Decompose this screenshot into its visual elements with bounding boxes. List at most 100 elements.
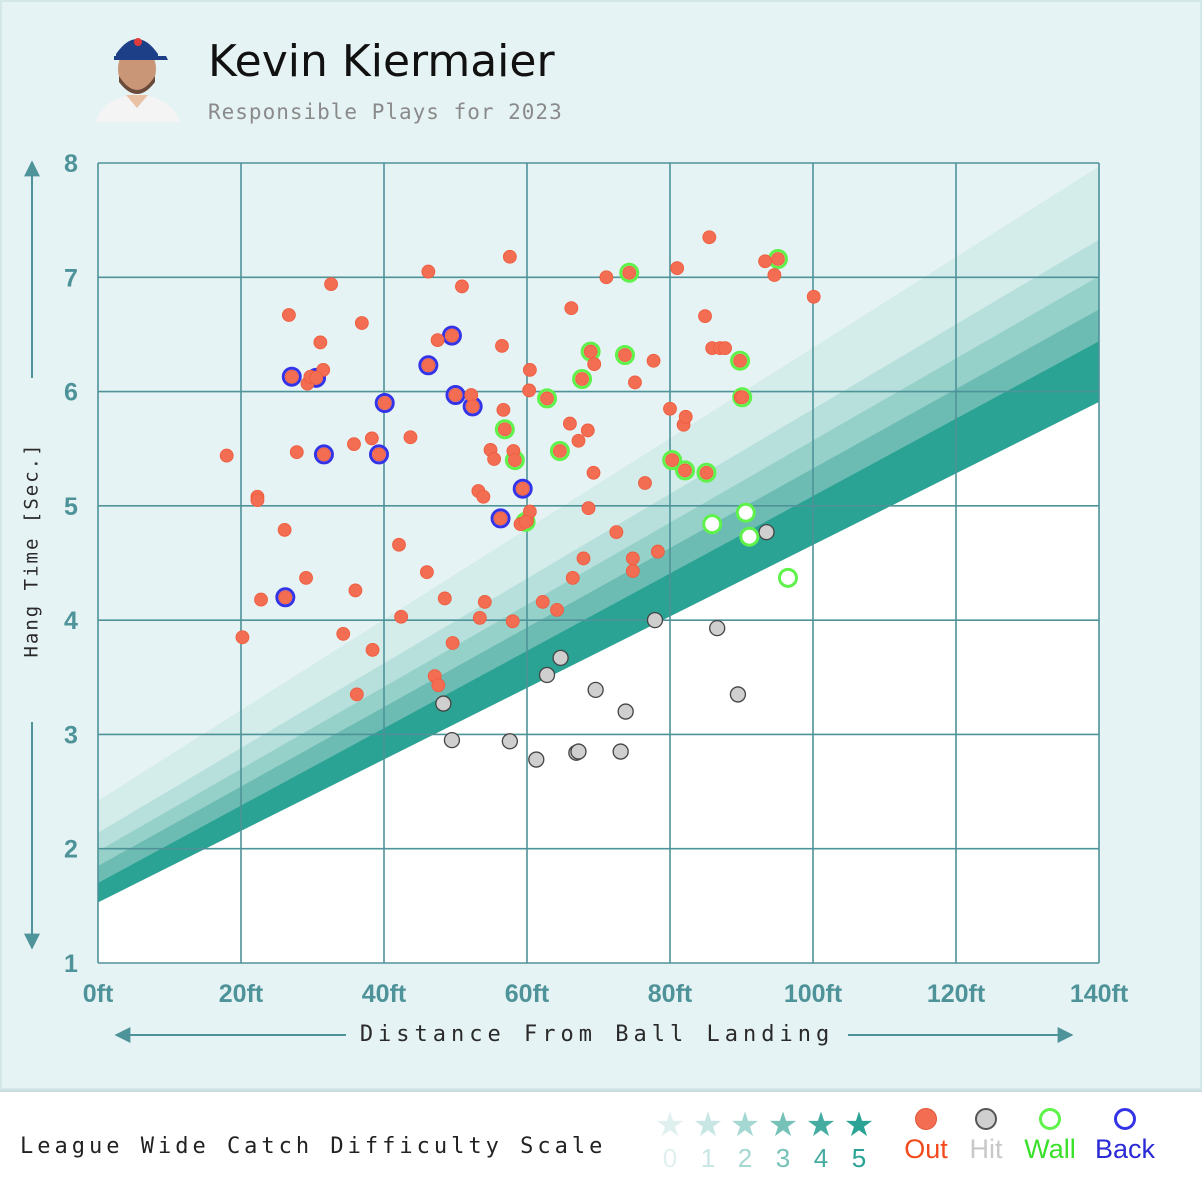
- wall-ring: [739, 526, 760, 547]
- out-point: [767, 268, 782, 282]
- out-point: [505, 614, 520, 629]
- out-point: [430, 333, 445, 348]
- legend-label-hit: Hit: [969, 1134, 1003, 1164]
- out-point: [552, 444, 567, 458]
- out-point: [733, 353, 747, 368]
- out-point: [445, 328, 459, 343]
- difficulty-band-3: [98, 309, 1099, 883]
- out-point: [663, 401, 677, 416]
- out-point: [564, 301, 579, 316]
- out-point: [699, 465, 714, 480]
- scale-item-1: ★ 1: [690, 1106, 726, 1172]
- star-icon: ★: [654, 1105, 686, 1145]
- out-point: [235, 630, 250, 645]
- out-point: [254, 592, 268, 607]
- hit-point: [612, 743, 629, 760]
- out-point: [625, 551, 640, 566]
- y-tick-label: 8: [64, 150, 78, 178]
- legend-bar: League Wide Catch Difficulty Scale ★ 0 ★…: [0, 1090, 1202, 1204]
- scale-item-5: ★ 5: [841, 1106, 877, 1172]
- out-point: [698, 309, 712, 324]
- out-point: [493, 511, 508, 526]
- out-point: [638, 476, 652, 490]
- out-point: [565, 570, 580, 585]
- difficulty-band-1: [98, 239, 1099, 852]
- hit-point: [528, 751, 545, 768]
- out-point: [317, 447, 331, 462]
- out-point: [515, 481, 530, 496]
- wall-ring: [702, 514, 723, 535]
- out-point: [609, 525, 624, 540]
- x-axis-label: Distance From Ball Landing: [360, 1022, 834, 1047]
- out-point: [581, 501, 596, 516]
- out-point: [587, 357, 602, 372]
- out-point: [437, 591, 452, 606]
- out-point: [586, 465, 601, 480]
- difficulty-band-0: [98, 166, 1099, 833]
- out-point: [448, 388, 463, 402]
- out-point: [365, 642, 380, 657]
- star-icon: ★: [843, 1105, 875, 1145]
- x-tick-label: 100ft: [784, 980, 843, 1008]
- out-point: [299, 570, 313, 585]
- out-point: [284, 369, 299, 384]
- hit-point: [538, 666, 556, 684]
- y-tick-label: 3: [64, 721, 78, 749]
- out-point: [535, 594, 550, 609]
- wall-ring: [777, 567, 798, 588]
- out-point: [278, 590, 293, 605]
- out-point: [650, 544, 665, 559]
- out-point: [377, 396, 392, 410]
- out-point: [522, 362, 537, 377]
- legend-key-hit: Hit: [964, 1106, 1008, 1164]
- scale-item-3: ★ 3: [765, 1106, 801, 1172]
- out-point: [354, 316, 369, 330]
- out-point: [289, 445, 304, 460]
- scale-label-5: 5: [851, 1143, 867, 1173]
- out-point: [431, 678, 446, 693]
- x-tick-label: 120ft: [927, 980, 986, 1008]
- out-point: [349, 687, 364, 702]
- out-point: [678, 463, 692, 478]
- chart-subtitle: Responsible Plays for 2023: [208, 100, 563, 124]
- x-tick-label: 0ft: [83, 980, 114, 1008]
- out-point: [628, 375, 642, 390]
- out-point: [455, 279, 469, 294]
- axis-ticks: 0ft 20ft 40ft 60ft 80ft 100ft 120ft 140ft 1 2 3 4 5 6…: [64, 150, 1129, 1008]
- hit-point: [435, 695, 452, 712]
- difficulty-band-2: [98, 276, 1099, 866]
- hit-point: [443, 731, 461, 749]
- out-point: [487, 452, 502, 466]
- x-tick-label: 80ft: [648, 980, 693, 1008]
- legend-label-out: Out: [904, 1134, 948, 1164]
- wall-ring: [735, 502, 756, 523]
- difficulty-bands: [98, 166, 1099, 963]
- out-point: [735, 390, 750, 405]
- out-marker-icon: [915, 1108, 937, 1130]
- back-marker-icon: [1114, 1108, 1136, 1130]
- out-point: [599, 270, 614, 285]
- scale-label-3: 3: [775, 1143, 791, 1173]
- out-point: [576, 551, 591, 566]
- hit-point: [587, 681, 604, 699]
- y-tick-label: 4: [64, 607, 78, 635]
- out-point: [348, 583, 363, 598]
- out-point: [497, 422, 512, 437]
- out-point: [678, 409, 693, 424]
- star-icon: ★: [729, 1105, 761, 1145]
- hit-point: [570, 743, 587, 760]
- out-point: [421, 264, 436, 279]
- out-point: [477, 594, 492, 609]
- out-point: [496, 402, 511, 417]
- y-axis-label: Hang Time [Sec.]: [21, 442, 43, 657]
- out-point: [670, 261, 685, 276]
- out-point: [806, 289, 821, 304]
- out-point: [445, 636, 460, 650]
- scale-label-0: 0: [662, 1143, 678, 1173]
- legend-label-back: Back: [1094, 1134, 1156, 1164]
- out-point: [372, 447, 386, 462]
- out-point: [771, 252, 785, 266]
- hit-point: [646, 611, 664, 629]
- out-point: [550, 602, 564, 617]
- y-tick-label: 6: [64, 379, 78, 407]
